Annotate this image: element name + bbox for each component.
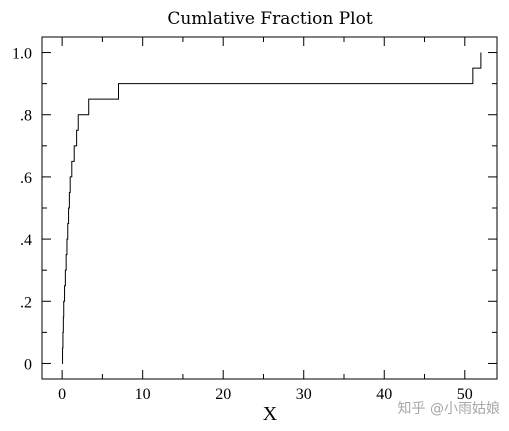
x-axis-label: X [263, 403, 278, 425]
y-tick-label: 1.0 [12, 46, 32, 63]
x-tick-label: 10 [135, 386, 151, 403]
plot-frame [41, 36, 498, 380]
y-tick-label: .2 [20, 294, 32, 311]
x-tick-label: 20 [215, 386, 231, 403]
chart-title: Cumlative Fraction Plot [167, 9, 373, 29]
watermark-text: 知乎 @小雨姑娘 [398, 400, 500, 417]
y-tick-label: .4 [20, 232, 32, 249]
axis-ticks [42, 37, 497, 379]
y-tick-labels: 0 .2 .4 .6 .8 1.0 [12, 46, 32, 374]
x-tick-label: 50 [457, 386, 473, 403]
x-tick-label: 30 [296, 386, 312, 403]
y-tick-label: .6 [20, 170, 32, 187]
x-tick-labels: 0 10 20 30 40 50 [58, 386, 473, 403]
y-tick-label: 0 [24, 356, 32, 373]
cumulative-step-line [62, 52, 482, 364]
x-tick-label: 0 [58, 386, 66, 403]
y-tick-label: .8 [20, 108, 32, 125]
x-tick-label: 40 [376, 386, 392, 403]
